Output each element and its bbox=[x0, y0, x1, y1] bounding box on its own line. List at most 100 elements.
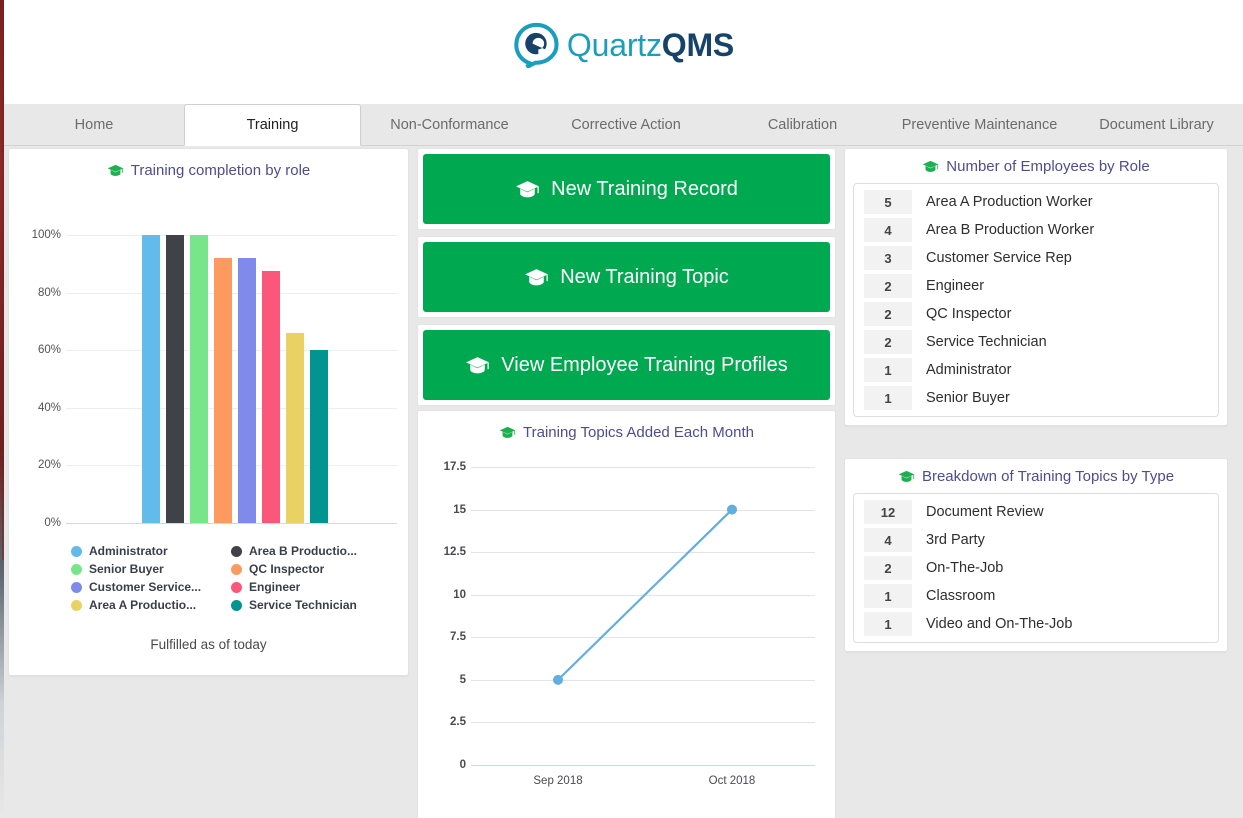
line-gridline bbox=[471, 765, 815, 766]
legend-color-swatch-icon bbox=[71, 599, 82, 611]
legend-label: QC Inspector bbox=[249, 562, 325, 576]
legend-label: Customer Service... bbox=[89, 580, 202, 594]
line-series bbox=[553, 504, 737, 685]
bar[interactable] bbox=[262, 271, 280, 523]
row-count-badge: 1 bbox=[864, 358, 912, 382]
graduation-cap-icon bbox=[499, 426, 516, 438]
row-count-badge: 5 bbox=[864, 190, 912, 214]
line-gridline bbox=[471, 679, 815, 681]
bar[interactable] bbox=[142, 235, 160, 523]
row-label: Video and On-The-Job bbox=[926, 616, 1073, 632]
new-training-topic-button[interactable]: New Training Topic bbox=[423, 242, 830, 312]
employee-role-row[interactable]: 1 Administrator bbox=[854, 356, 1218, 384]
new-training-topic-label: New Training Topic bbox=[560, 265, 729, 288]
row-label: 3rd Party bbox=[926, 532, 985, 548]
tab-non-conformance[interactable]: Non-Conformance bbox=[361, 104, 538, 146]
legend-color-swatch-icon bbox=[231, 563, 242, 575]
line-gridline bbox=[471, 467, 815, 468]
view-employee-training-profiles-button[interactable]: View Employee Training Profiles bbox=[423, 330, 830, 400]
employee-role-row[interactable]: 4 Area B Production Worker bbox=[854, 216, 1218, 244]
legend-item[interactable]: Engineer bbox=[231, 580, 371, 594]
brand-name: QuartzQMS bbox=[567, 27, 734, 64]
bar[interactable] bbox=[238, 258, 256, 523]
bar-y-axis-tick: 20% bbox=[37, 459, 61, 472]
line-y-axis-tick: 10 bbox=[453, 588, 466, 601]
legend-item[interactable]: Administrator bbox=[71, 544, 231, 558]
legend-label: Area A Productio... bbox=[89, 598, 197, 612]
employee-role-row[interactable]: 2 Engineer bbox=[854, 272, 1218, 300]
graduation-cap-icon bbox=[922, 160, 939, 172]
employee-role-row[interactable]: 3 Customer Service Rep bbox=[854, 244, 1218, 272]
row-label: Classroom bbox=[926, 588, 996, 604]
topic-type-row[interactable]: 1 Classroom bbox=[854, 582, 1218, 610]
topics-by-type-title-row: Breakdown of Training Topics by Type bbox=[845, 459, 1227, 493]
row-count-badge: 4 bbox=[864, 218, 912, 242]
legend-item[interactable]: Customer Service... bbox=[71, 580, 231, 594]
legend-color-swatch-icon bbox=[71, 545, 82, 557]
employee-role-row[interactable]: 2 QC Inspector bbox=[854, 300, 1218, 328]
topic-type-row[interactable]: 12 Document Review bbox=[854, 498, 1218, 526]
graduation-cap-icon bbox=[516, 180, 540, 197]
tab-document-library[interactable]: Document Library bbox=[1068, 104, 1243, 146]
topic-type-row[interactable]: 4 3rd Party bbox=[854, 526, 1218, 554]
tab-calibration[interactable]: Calibration bbox=[714, 104, 891, 146]
tab-training[interactable]: Training bbox=[184, 104, 361, 146]
row-label: Customer Service Rep bbox=[926, 250, 1072, 266]
employees-by-role-card: Number of Employees by Role 5 Area A Prod… bbox=[844, 148, 1228, 426]
line-x-axis-tick: Oct 2018 bbox=[708, 775, 756, 787]
employees-by-role-title: Number of Employees by Role bbox=[946, 157, 1150, 175]
employee-role-row[interactable]: 1 Senior Buyer bbox=[854, 384, 1218, 412]
employees-by-role-title-row: Number of Employees by Role bbox=[845, 149, 1227, 183]
legend-label: Area B Productio... bbox=[249, 544, 358, 558]
main-tab-bar[interactable]: Home Training Non-Conformance Corrective Ac… bbox=[4, 104, 1243, 146]
tab-corrective-action[interactable]: Corrective Action bbox=[538, 104, 714, 146]
row-label: On-The-Job bbox=[926, 560, 1004, 576]
bar-gridline bbox=[66, 523, 397, 524]
legend-item[interactable]: Service Technician bbox=[231, 598, 371, 612]
row-count-badge: 2 bbox=[864, 556, 912, 580]
employee-role-row[interactable]: 5 Area A Production Worker bbox=[854, 188, 1218, 216]
row-label: Administrator bbox=[926, 362, 1012, 378]
legend-label: Senior Buyer bbox=[89, 562, 164, 576]
legend-item[interactable]: QC Inspector bbox=[231, 562, 371, 576]
line-data-point[interactable] bbox=[727, 504, 737, 515]
legend-item[interactable]: Area A Productio... bbox=[71, 598, 231, 612]
line-y-axis-tick: 17.5 bbox=[443, 461, 466, 473]
topic-type-row[interactable]: 1 Video and On-The-Job bbox=[854, 610, 1218, 638]
bar-chart-title-row: Training completion by role bbox=[9, 149, 408, 179]
bar[interactable] bbox=[286, 332, 304, 523]
bar[interactable] bbox=[310, 350, 328, 523]
row-count-badge: 4 bbox=[864, 528, 912, 552]
tab-home[interactable]: Home bbox=[4, 104, 184, 146]
row-count-badge: 2 bbox=[864, 302, 912, 326]
tab-label: Non-Conformance bbox=[390, 117, 509, 133]
brand-logo[interactable]: QuartzQMS bbox=[513, 22, 734, 68]
training-topics-chart-card: Training Topics Added Each Month 0 2.5 5 7.… bbox=[417, 410, 836, 818]
legend-color-swatch-icon bbox=[231, 581, 242, 593]
tab-label: Document Library bbox=[1099, 117, 1214, 133]
graduation-cap-icon bbox=[525, 268, 549, 285]
bar[interactable] bbox=[214, 258, 232, 523]
row-count-badge: 1 bbox=[864, 612, 912, 636]
view-employee-training-profiles-label: View Employee Training Profiles bbox=[501, 353, 788, 376]
bar[interactable] bbox=[190, 235, 208, 523]
left-edge-stripe bbox=[0, 0, 4, 818]
legend-item[interactable]: Area B Productio... bbox=[231, 544, 371, 558]
tab-label: Home bbox=[74, 117, 114, 133]
row-count-badge: 1 bbox=[864, 584, 912, 608]
bar-y-axis-tick: 0% bbox=[44, 517, 61, 529]
topic-type-row[interactable]: 2 On-The-Job bbox=[854, 554, 1218, 582]
employee-role-row[interactable]: 2 Service Technician bbox=[854, 328, 1218, 356]
bar[interactable] bbox=[166, 235, 184, 523]
bar-chart-plot: 0% 20% 40% 60% 80% 100% bbox=[9, 189, 408, 534]
line-data-point[interactable] bbox=[553, 674, 563, 685]
line-gridline bbox=[471, 552, 815, 554]
tab-preventive-maintenance[interactable]: Preventive Maintenance bbox=[891, 104, 1068, 146]
new-training-record-button[interactable]: New Training Record bbox=[423, 154, 830, 224]
line-x-axis-tick: Sep 2018 bbox=[533, 775, 583, 787]
bar-y-axis-tick: 60% bbox=[37, 344, 61, 357]
bar-y-axis-tick: 40% bbox=[37, 401, 61, 414]
legend-item[interactable]: Senior Buyer bbox=[71, 562, 231, 576]
row-label: Senior Buyer bbox=[926, 390, 1010, 406]
line-gridline bbox=[471, 722, 815, 724]
